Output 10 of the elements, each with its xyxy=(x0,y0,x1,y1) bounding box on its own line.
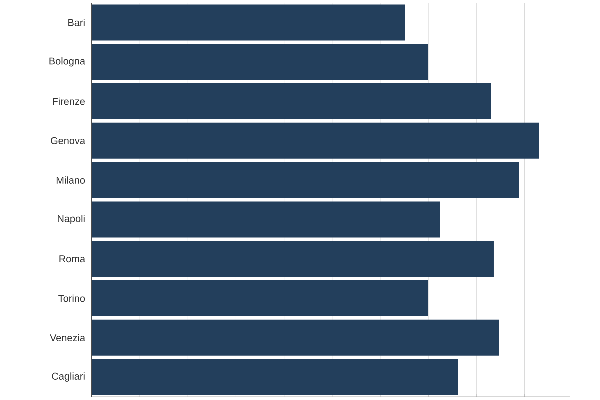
y-tick-label: Napoli xyxy=(58,215,85,224)
y-tick-label: Bari xyxy=(68,19,85,26)
y-tick-label: Bologna xyxy=(50,57,86,67)
y-tick-label: Torino xyxy=(58,294,86,302)
y-tick-label: Firenze xyxy=(53,98,86,106)
y-tick-label: Genova xyxy=(51,137,86,144)
y-tick-label: Cagliari xyxy=(52,372,85,382)
y-tick-label: Venezia xyxy=(50,334,86,342)
y-tick-label: Milano xyxy=(56,176,86,184)
y-tick-label: Roma xyxy=(60,256,86,263)
